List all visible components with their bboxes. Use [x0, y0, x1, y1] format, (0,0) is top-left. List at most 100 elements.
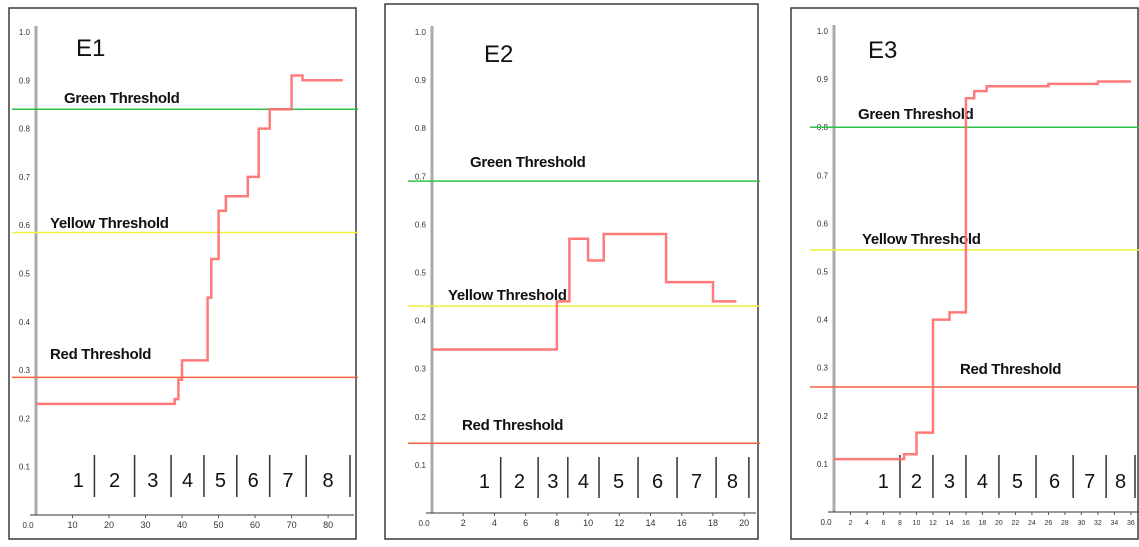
e1-y-tick-label: 0.2 [19, 414, 31, 423]
e2-y-tick-label: 0.5 [415, 269, 427, 278]
e1-phase-label: 6 [248, 470, 259, 492]
e1-y-tick-label: 0.7 [19, 173, 31, 182]
e3-y-tick-label: 0.3 [817, 364, 829, 373]
e3-x-tick-label: 32 [1094, 520, 1102, 527]
e1-x-tick-label: 60 [250, 520, 260, 530]
e3-threshold-label: Red Threshold [960, 361, 1061, 378]
e2-phase-label: 3 [547, 471, 558, 493]
e1-y-tick-label: 0.8 [19, 125, 31, 134]
e3-frame [790, 7, 1139, 540]
e2-y-tick-label: 0.2 [415, 413, 427, 422]
e2-x-tick-label: 18 [708, 518, 718, 528]
e1-x-tick-label: 80 [323, 520, 333, 530]
e1-y-tick-label: 0.6 [19, 221, 31, 230]
e3-phase-label: 5 [1012, 471, 1023, 493]
e3-x-tick-label: 30 [1077, 520, 1085, 527]
e2-x-tick-label: 4 [492, 518, 497, 528]
e3-series-line [834, 80, 1131, 461]
e1-phase-label: 2 [109, 470, 120, 492]
e2-x-zero-label: 0.0 [418, 519, 430, 528]
e3-x-tick-label: 12 [929, 520, 937, 527]
e1-threshold-label: Green Threshold [64, 90, 180, 107]
e2-threshold-label: Yellow Threshold [448, 287, 567, 304]
e3-x-tick-label: 16 [962, 520, 970, 527]
e1-phase-label: 8 [323, 470, 334, 492]
e3-y-tick-label: 0.7 [817, 171, 829, 180]
e1-x-tick-label: 20 [104, 520, 114, 530]
e2-phase-label: 1 [479, 471, 490, 493]
e1-y-tick-label: 1.0 [19, 28, 31, 37]
e3-y-tick-label: 0.2 [817, 412, 829, 421]
e2-threshold-label: Red Threshold [462, 417, 563, 434]
e2-y-tick-label: 0.9 [415, 76, 427, 85]
e2-y-tick-label: 1.0 [415, 28, 427, 37]
e3-y-tick-label: 0.5 [817, 268, 829, 277]
e3-x-tick-label: 2 [849, 520, 853, 527]
e2-x-tick-label: 2 [461, 518, 466, 528]
e2-threshold-label: Green Threshold [470, 154, 586, 171]
e2-y-tick-label: 0.1 [415, 461, 427, 470]
e2-phase-label: 6 [652, 471, 663, 493]
e2-phase-label: 5 [613, 471, 624, 493]
e1-threshold-label: Red Threshold [50, 346, 151, 363]
e3-phase-label: 7 [1084, 471, 1095, 493]
e1-phase-label: 5 [215, 470, 226, 492]
e2-y-tick-label: 0.8 [415, 124, 427, 133]
e1-phase-label: 3 [147, 470, 158, 492]
e2-title: E2 [484, 41, 513, 68]
e3-x-tick-label: 28 [1061, 520, 1069, 527]
e1-x-tick-label: 40 [177, 520, 187, 530]
e3-y-tick-label: 1.0 [817, 27, 829, 36]
e2-x-tick-label: 12 [614, 518, 624, 528]
chart-e2-svg: 0.1 0.2 0.3 0.4 0.5 0.6 0.7 0.8 0.9 1.0 0.0 2 4 6 8 10 1… [384, 3, 760, 540]
e1-frame [8, 7, 357, 540]
e3-x-tick-label: 6 [882, 520, 886, 527]
e2-phase-label: 2 [514, 471, 525, 493]
e3-x-tick-label: 20 [995, 520, 1003, 527]
e2-phase-label: 4 [578, 471, 589, 493]
e3-phase-label: 4 [977, 471, 988, 493]
e3-y-tick-label: 0.4 [817, 316, 829, 325]
e2-x-tick-label: 20 [739, 518, 749, 528]
e3-x-tick-label: 14 [946, 520, 954, 527]
e1-phase-label: 4 [182, 470, 193, 492]
e2-x-tick-label: 16 [677, 518, 687, 528]
e1-x-tick-label: 10 [68, 520, 78, 530]
e3-x-tick-label: 4 [865, 520, 869, 527]
e2-frame [384, 3, 759, 540]
e3-phase-label: 8 [1115, 471, 1126, 493]
e3-threshold-label: Green Threshold [858, 106, 974, 123]
e2-y-tick-label: 0.7 [415, 172, 427, 181]
e3-phase-label: 6 [1049, 471, 1060, 493]
e3-x-tick-label: 34 [1110, 520, 1118, 527]
e2-x-tick-label: 10 [583, 518, 593, 528]
e1-x-tick-label: 30 [141, 520, 151, 530]
chart-e1-svg: 0.1 0.2 0.3 0.4 0.5 0.6 0.7 0.8 0.9 1.0 0.0 10 20 30 4… [8, 7, 358, 540]
e3-phase-label: 3 [944, 471, 955, 493]
chart-e3-svg: 0.10.20.30.40.50.60.70.80.91.00.02468101… [790, 7, 1139, 540]
e1-phase-label: 1 [73, 470, 84, 492]
e1-x-tick-label: 70 [287, 520, 297, 530]
e3-threshold-label: Yellow Threshold [862, 231, 981, 248]
e1-title: E1 [76, 35, 105, 62]
e2-y-tick-label: 0.6 [415, 220, 427, 229]
e1-y-tick-label: 0.9 [19, 76, 31, 85]
e1-x-zero-label: 0.0 [22, 521, 34, 530]
e3-x-zero-label: 0.0 [820, 518, 832, 527]
e3-x-tick-label: 36 [1127, 520, 1135, 527]
e1-series-line [36, 74, 343, 406]
e3-x-tick-label: 26 [1045, 520, 1053, 527]
e3-y-tick-label: 0.9 [817, 75, 829, 84]
e2-phase-label: 7 [691, 471, 702, 493]
e1-y-tick-label: 0.3 [19, 366, 31, 375]
e1-threshold-label: Yellow Threshold [50, 215, 169, 232]
e2-y-tick-label: 0.4 [415, 317, 427, 326]
e2-x-tick-label: 14 [646, 518, 656, 528]
e2-x-tick-label: 6 [523, 518, 528, 528]
e3-x-tick-label: 8 [898, 520, 902, 527]
e3-x-tick-label: 22 [1012, 520, 1020, 527]
e1-y-tick-label: 0.4 [19, 318, 31, 327]
e1-phase-label: 7 [282, 470, 293, 492]
e3-title: E3 [868, 37, 897, 64]
e3-phase-label: 2 [911, 471, 922, 493]
